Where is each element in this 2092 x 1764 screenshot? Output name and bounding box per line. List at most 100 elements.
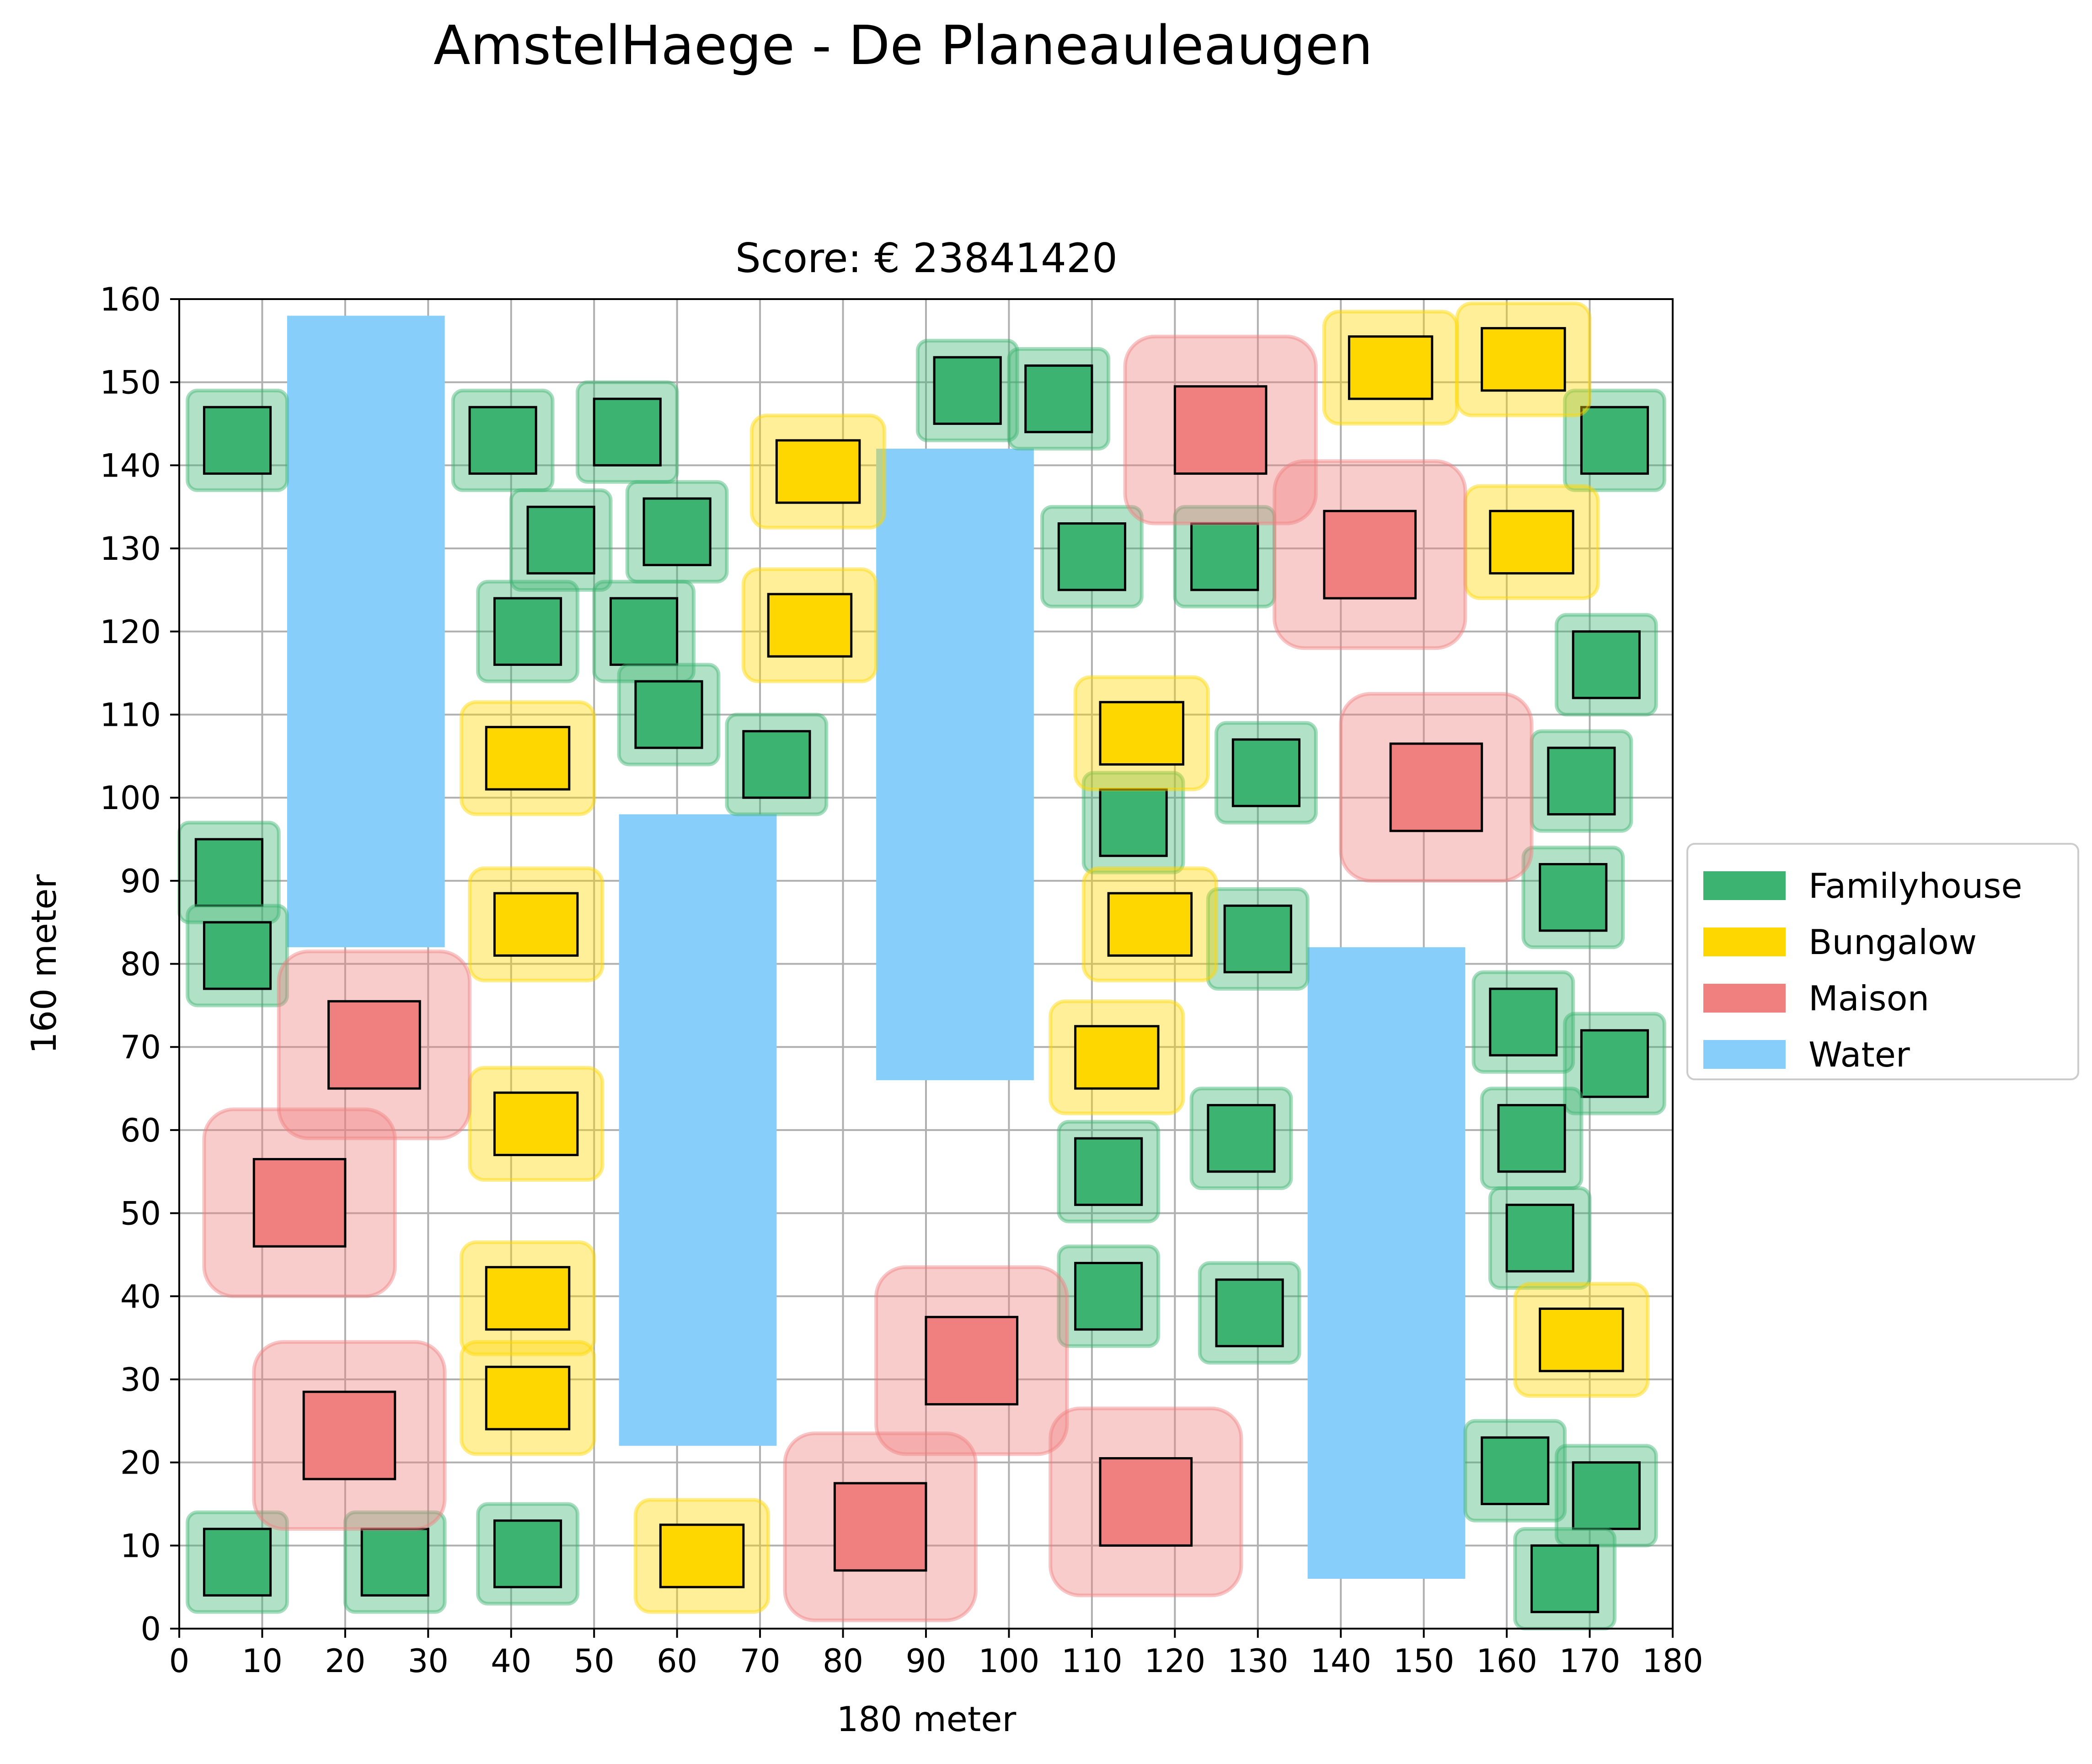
x-tick-label: 170 <box>1559 1642 1621 1680</box>
y-tick-label: 40 <box>120 1278 161 1315</box>
x-tick-label: 150 <box>1393 1642 1455 1680</box>
x-tick-label: 180 <box>1642 1642 1703 1680</box>
familyhouse-house <box>1057 522 1126 591</box>
bungalow-house <box>1489 509 1574 575</box>
familyhouse-house <box>203 921 272 990</box>
y-tick-label: 90 <box>120 863 161 900</box>
maison-house <box>925 1316 1019 1405</box>
familyhouse-house <box>642 497 712 566</box>
bungalow-house <box>767 593 853 658</box>
familyhouse-house <box>360 1528 429 1597</box>
water-area <box>619 814 777 1446</box>
legend-swatch <box>1703 928 1786 956</box>
y-tick-label: 60 <box>120 1112 161 1149</box>
y-tick-label: 140 <box>100 447 161 484</box>
bungalow-house <box>659 1523 745 1588</box>
maison-house <box>1099 1457 1193 1547</box>
maison-house <box>302 1390 396 1480</box>
familyhouse-house <box>1207 1104 1276 1173</box>
familyhouse-house <box>203 1528 272 1597</box>
legend-swatch <box>1703 871 1786 900</box>
chart-score-title: Score: € 23841420 <box>735 235 1118 282</box>
legend-swatch <box>1703 1040 1786 1069</box>
familyhouse-house <box>933 356 1002 425</box>
familyhouse-house <box>1505 1203 1574 1273</box>
x-tick-label: 110 <box>1061 1642 1123 1680</box>
familyhouse-house <box>742 730 811 799</box>
familyhouse-house <box>1580 1029 1649 1098</box>
legend-label: Maison <box>1808 978 1929 1019</box>
water-area <box>876 449 1034 1080</box>
x-axis-ticks: 0 10 20 30 40 50 60 70 80 90 100 110 120 130 140 150 160… <box>169 1629 1703 1680</box>
bungalow-house <box>485 726 571 791</box>
familyhouse-house <box>1530 1544 1600 1614</box>
familyhouse-house <box>1074 1137 1143 1206</box>
y-tick-label: 20 <box>120 1444 161 1482</box>
bungalow-house <box>493 1091 579 1156</box>
familyhouse-house <box>203 406 272 475</box>
familyhouse-house <box>593 397 662 466</box>
x-tick-label: 120 <box>1145 1642 1206 1680</box>
x-tick-label: 10 <box>242 1642 283 1680</box>
legend-swatch <box>1703 984 1786 1013</box>
familyhouse-house <box>1099 788 1168 857</box>
y-tick-label: 110 <box>100 696 161 734</box>
familyhouse-house <box>1572 630 1641 699</box>
bungalow-house <box>1099 701 1184 766</box>
familyhouse-house <box>1497 1104 1566 1173</box>
bungalow-house <box>1539 1308 1624 1373</box>
x-tick-label: 80 <box>823 1642 863 1680</box>
familyhouse-house <box>468 406 537 475</box>
familyhouse-house <box>1231 738 1301 807</box>
x-tick-label: 90 <box>905 1642 946 1680</box>
x-tick-label: 60 <box>657 1642 697 1680</box>
x-tick-label: 100 <box>979 1642 1040 1680</box>
bungalow-house <box>775 439 861 504</box>
x-tick-label: 130 <box>1227 1642 1289 1680</box>
maison-house <box>1323 509 1417 600</box>
bungalow-house <box>1481 327 1566 392</box>
bungalow-house <box>485 1366 571 1431</box>
y-tick-label: 150 <box>100 364 161 402</box>
maison-house <box>327 1000 421 1090</box>
maison-house <box>833 1482 927 1572</box>
x-tick-label: 70 <box>740 1642 781 1680</box>
maison-house <box>1389 742 1483 832</box>
familyhouse-house <box>1024 364 1093 434</box>
legend-label: Familyhouse <box>1808 866 2022 906</box>
legend: Familyhouse Bungalow Maison Water <box>1686 843 2079 1080</box>
familyhouse-house <box>610 597 679 666</box>
water-area <box>1307 947 1466 1579</box>
x-tick-label: 40 <box>491 1642 531 1680</box>
bungalow-house <box>1348 335 1434 400</box>
familyhouse-house <box>1547 746 1616 815</box>
familyhouse-house <box>1580 406 1649 475</box>
x-tick-label: 0 <box>169 1642 190 1680</box>
x-tick-label: 50 <box>574 1642 615 1680</box>
familyhouse-house <box>634 680 703 749</box>
y-tick-label: 10 <box>120 1527 161 1565</box>
familyhouse-house <box>1223 904 1292 974</box>
y-tick-label: 130 <box>100 530 161 568</box>
x-tick-label: 140 <box>1310 1642 1371 1680</box>
x-tick-label: 20 <box>325 1642 365 1680</box>
familyhouse-house <box>493 597 562 666</box>
familyhouse-house <box>194 838 263 907</box>
familyhouse-house <box>1489 987 1558 1056</box>
y-tick-label: 30 <box>120 1361 161 1399</box>
familyhouse-house <box>1215 1278 1284 1347</box>
legend-label: Water <box>1808 1035 1910 1075</box>
figure-title: AmstelHaege - De Planeauleaugen <box>433 14 1373 77</box>
familyhouse-house <box>1539 863 1608 932</box>
familyhouse-house <box>1481 1436 1550 1505</box>
y-tick-label: 120 <box>100 613 161 651</box>
bungalow-house <box>493 892 579 957</box>
y-tick-label: 80 <box>120 946 161 983</box>
y-tick-label: 50 <box>120 1195 161 1233</box>
bungalow-house <box>1107 892 1193 957</box>
houses-layer <box>177 301 1666 1631</box>
x-tick-label: 160 <box>1476 1642 1537 1680</box>
bungalow-house <box>1074 1025 1160 1090</box>
familyhouse-house <box>493 1519 562 1588</box>
